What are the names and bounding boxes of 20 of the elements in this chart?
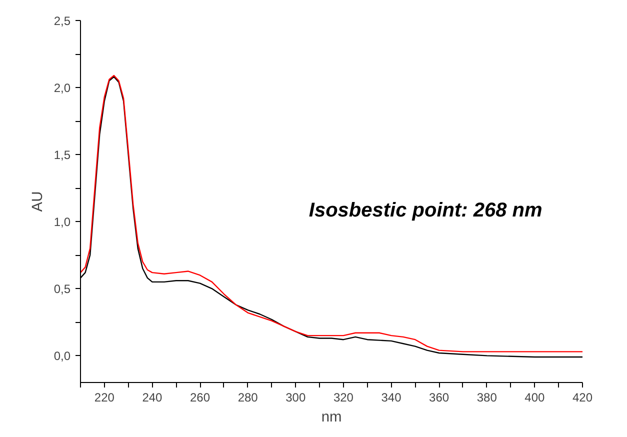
- x-axis-title: nm: [321, 410, 342, 426]
- x-tick-label: 240: [142, 390, 163, 404]
- x-tick-label: 320: [333, 390, 354, 404]
- y-axis-title: AU: [30, 191, 46, 212]
- x-tick-label: 400: [524, 390, 546, 404]
- x-tick-label: 300: [286, 390, 306, 404]
- x-tick-label: 220: [94, 390, 115, 404]
- y-tick-label: 1,0: [54, 215, 71, 230]
- annotation: Isosbestic point: 268 nm: [308, 199, 542, 222]
- y-tick-label: 0,0: [54, 349, 71, 364]
- y-tick-label: 1,5: [54, 148, 71, 162]
- x-tick-label: 380: [476, 390, 498, 404]
- x-tick-label: 420: [572, 390, 593, 404]
- x-tick-label: 360: [429, 390, 450, 404]
- x-tick-label: 340: [381, 390, 402, 404]
- x-tick-label: 260: [190, 390, 210, 404]
- y-tick-label: 0,5: [54, 282, 71, 296]
- y-tick-label: 2,5: [54, 14, 71, 28]
- y-tick-label: 2,0: [54, 81, 71, 96]
- x-tick-label: 280: [238, 390, 258, 404]
